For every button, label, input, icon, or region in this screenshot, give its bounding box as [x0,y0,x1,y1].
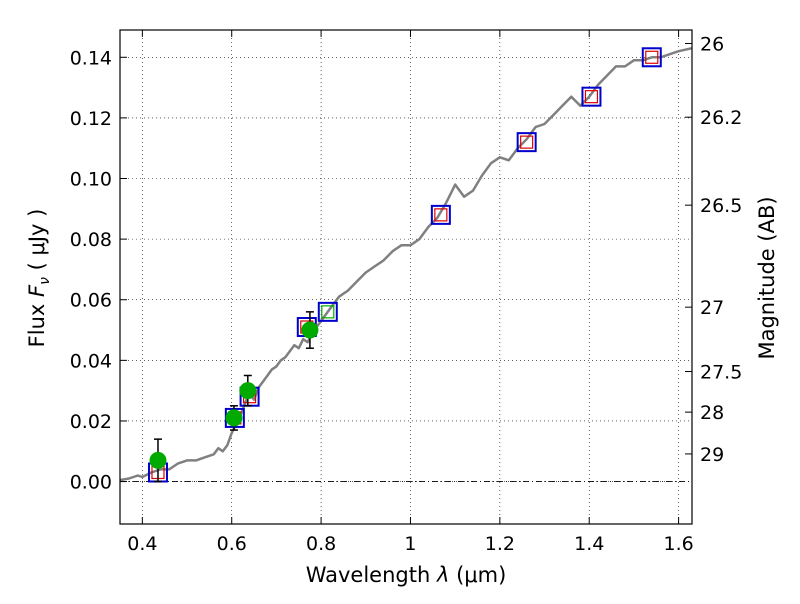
y2-tick-label: 27.5 [700,362,742,384]
x-tick-label: 1.2 [485,533,515,555]
y2-tick-label: 29 [700,444,724,466]
x-tick-label: 1.4 [574,533,604,555]
x-tick-label: 0.6 [217,533,247,555]
x-tick-label: 1.6 [663,533,693,555]
y-tick-label: 0.12 [70,108,112,130]
y2-tick-label: 28 [700,402,724,424]
y-tick-label: 0.10 [70,169,112,191]
y2-axis-title: Magnitude (AB) [755,196,779,359]
y2-tick-label: 26 [700,33,724,55]
synthetic-flux-box [516,132,537,153]
x-tick-label: 0.8 [306,533,336,555]
x-axis-ticks: 0.4 0.6 0.8 1 1.2 1.4 1.6 [127,30,694,555]
observed-flux-point [149,451,167,469]
y2-tick-label: 27 [700,297,724,319]
synthetic-flux-box [317,301,338,322]
y-tick-label: 0.00 [70,472,112,494]
x-tick-label: 0.4 [127,533,157,555]
synthetic-flux-box [641,47,662,68]
y2-tick-label: 26.2 [700,107,742,129]
x-axis-title: Wavelength λ (μm) [306,563,507,587]
y2-axis-ticks: 26 26.2 26.5 27 27.5 28 29 [685,33,742,466]
synthetic-flux-box [581,86,602,107]
model-flux-marker [645,50,659,64]
x-tick-label: 1 [404,533,416,555]
y-tick-label: 0.14 [70,47,112,69]
plot-frame [119,29,693,525]
synthetic-flux-box [430,204,451,225]
y-axis-ticks: 0.00 0.02 0.04 0.06 0.08 0.10 0.12 0.14 [70,47,127,494]
observed-points [149,311,319,483]
observed-flux-point [301,321,319,339]
grid [120,30,692,524]
y-tick-label: 0.02 [70,411,112,433]
model-flux-marker [520,135,534,149]
model-spectrum-line [119,46,693,482]
model-flux-marker [584,90,599,104]
model-flux-marker [321,305,335,319]
y-tick-label: 0.06 [70,290,112,312]
y-tick-label: 0.08 [70,229,112,251]
y-axis-title: Flux Fν ( μJy ) [25,209,53,348]
observed-flux-point [225,409,243,427]
observed-flux-point [239,382,257,400]
y2-tick-label: 26.5 [700,195,742,217]
model-flux-marker [434,208,448,222]
y-tick-label: 0.04 [70,350,112,372]
